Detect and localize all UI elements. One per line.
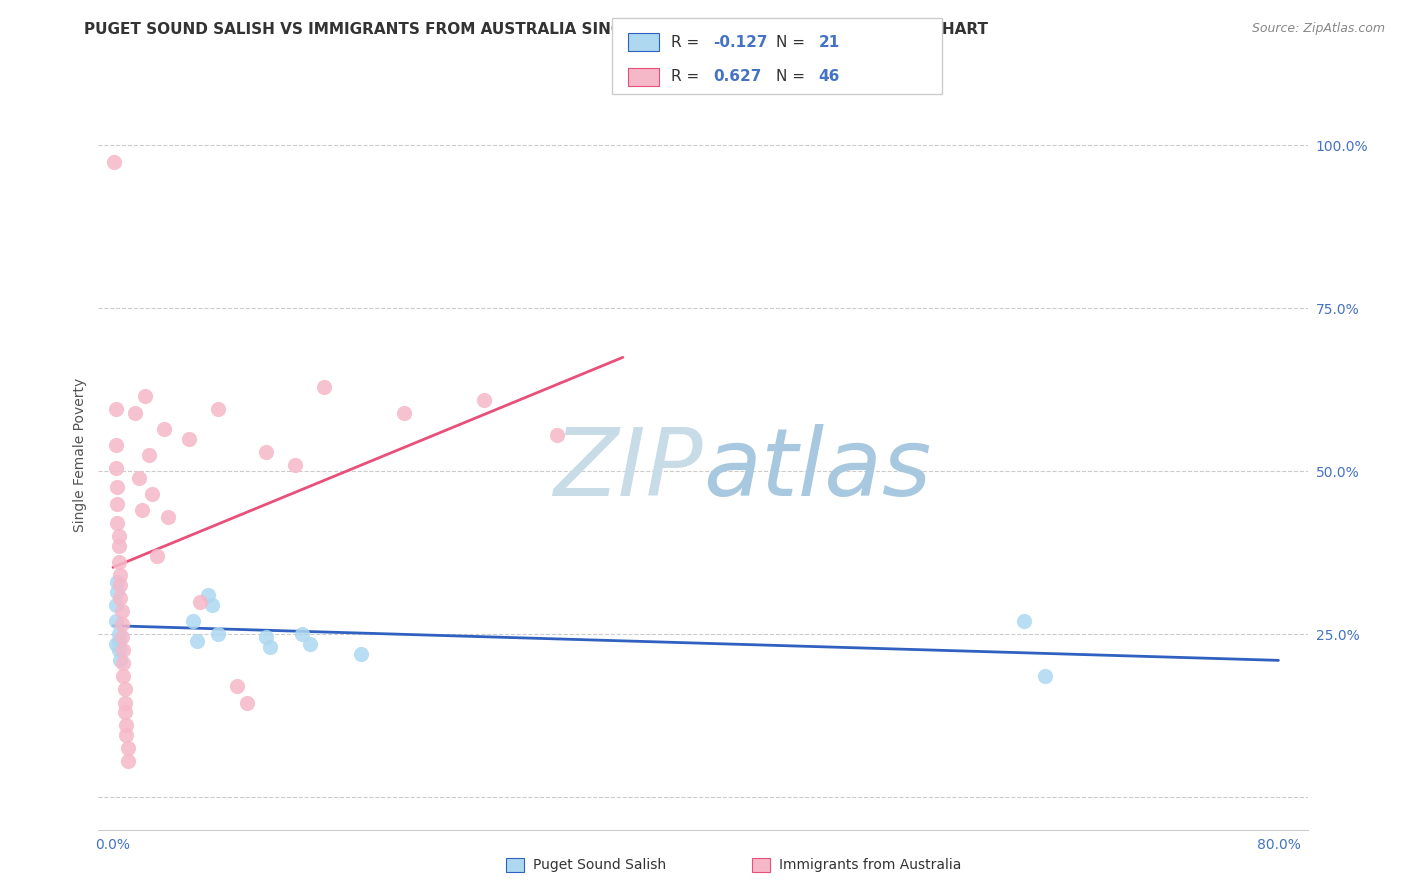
Point — [117, 741, 139, 756]
Point — [114, 682, 136, 697]
Point — [254, 444, 277, 458]
Point — [207, 402, 229, 417]
Point — [104, 461, 127, 475]
Point — [181, 614, 204, 628]
Point — [108, 529, 131, 543]
Point — [394, 406, 416, 420]
Point — [104, 402, 127, 417]
Point — [236, 696, 259, 710]
Point — [350, 647, 373, 661]
Point — [103, 154, 125, 169]
Point — [1012, 614, 1035, 628]
Text: Source: ZipAtlas.com: Source: ZipAtlas.com — [1251, 22, 1385, 36]
Point — [112, 643, 135, 657]
Point — [111, 604, 134, 618]
Point — [108, 627, 131, 641]
Point — [254, 631, 277, 645]
Point — [546, 428, 568, 442]
Point — [124, 406, 146, 420]
Text: N =: N = — [776, 35, 810, 50]
Point — [105, 497, 128, 511]
Point — [110, 568, 132, 582]
Point — [112, 669, 135, 683]
Point — [104, 598, 127, 612]
Point — [110, 653, 132, 667]
Point — [114, 696, 136, 710]
Point — [157, 509, 180, 524]
Point — [108, 556, 131, 570]
Point — [207, 627, 229, 641]
Point — [134, 389, 156, 403]
Point — [112, 657, 135, 671]
Point — [474, 392, 496, 407]
Point — [1033, 669, 1056, 683]
Point — [291, 627, 314, 641]
Point — [108, 539, 131, 553]
Point — [110, 591, 132, 606]
Point — [259, 640, 281, 654]
Y-axis label: Single Female Poverty: Single Female Poverty — [73, 378, 87, 532]
Text: 0.627: 0.627 — [713, 70, 761, 85]
Point — [225, 679, 247, 693]
Text: 21: 21 — [818, 35, 839, 50]
Point — [153, 422, 176, 436]
Point — [110, 578, 132, 592]
Point — [314, 379, 336, 393]
Text: N =: N = — [776, 70, 810, 85]
Point — [111, 617, 134, 632]
Text: atlas: atlas — [703, 425, 931, 516]
Point — [105, 481, 128, 495]
Point — [284, 458, 307, 472]
Point — [141, 487, 163, 501]
Text: ZIP: ZIP — [554, 425, 703, 516]
Text: R =: R = — [671, 35, 704, 50]
Point — [128, 471, 150, 485]
Point — [298, 637, 321, 651]
Text: PUGET SOUND SALISH VS IMMIGRANTS FROM AUSTRALIA SINGLE FEMALE POVERTY CORRELATIO: PUGET SOUND SALISH VS IMMIGRANTS FROM AU… — [84, 22, 988, 37]
Point — [186, 633, 208, 648]
Point — [117, 754, 139, 768]
Point — [138, 448, 160, 462]
Point — [190, 594, 212, 608]
Point — [114, 706, 136, 720]
Point — [105, 584, 128, 599]
Point — [177, 432, 200, 446]
Point — [105, 574, 128, 589]
Point — [115, 728, 138, 742]
Text: -0.127: -0.127 — [713, 35, 768, 50]
Text: R =: R = — [671, 70, 704, 85]
Point — [131, 503, 153, 517]
Point — [104, 637, 127, 651]
Point — [108, 643, 131, 657]
Point — [197, 588, 219, 602]
Text: Puget Sound Salish: Puget Sound Salish — [533, 858, 666, 872]
Point — [115, 718, 138, 732]
Text: 46: 46 — [818, 70, 839, 85]
Point — [104, 614, 127, 628]
Point — [201, 598, 224, 612]
Text: Immigrants from Australia: Immigrants from Australia — [779, 858, 962, 872]
Point — [108, 633, 131, 648]
Point — [104, 438, 127, 452]
Point — [105, 516, 128, 531]
Point — [111, 631, 134, 645]
Point — [145, 549, 167, 563]
